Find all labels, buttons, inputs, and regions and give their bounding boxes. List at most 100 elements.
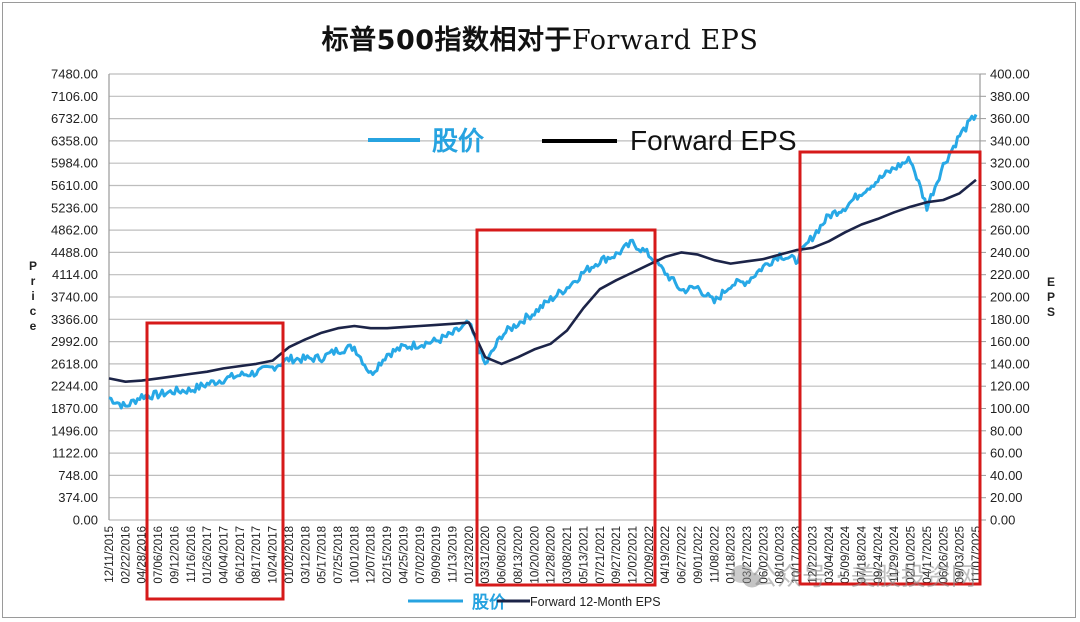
x-tick-label: 02/15/2019 [382,526,394,584]
y-tick-label-right: 300.00 [990,178,1030,193]
y-tick-label-right: 180.00 [990,312,1030,327]
x-tick-label: 04/25/2019 [398,526,410,584]
x-tick-label: 11/13/2019 [448,526,460,583]
y-tick-label-left: 2618.00 [51,356,98,371]
chart-title-en: Forward EPS [572,25,759,56]
x-tick-label: 12/22/2023 [807,526,819,584]
y-tick-label-left: 2992.00 [51,334,98,349]
price-series-line [108,113,978,410]
legend-label-price: 股价 [432,127,485,157]
y-tick-label-left: 1122.00 [52,446,98,461]
wechat-icon [731,565,761,588]
x-tick-label: 12/07/2018 [366,526,378,584]
y-tick-label-left: 1496.00 [51,423,98,438]
x-tick-label: 02/22/2016 [120,526,132,584]
y-tick-label-right: 80.00 [990,423,1023,438]
x-tick-label: 07/18/2024 [856,525,868,583]
x-tick-label: 05/09/2024 [840,525,852,583]
y-tick-label-left: 748.00 [58,468,98,483]
y-tick-label-right: 360.00 [990,111,1030,126]
y-tick-label-left: 1870.00 [51,401,98,416]
legend-bottom: 股价 Forward 12-Month EPS [408,593,661,613]
x-tick-label: 09/03/2025 [955,526,967,584]
x-tick-label: 09/12/2016 [169,526,181,584]
chart-title-cn: 标普500指数相对于 [321,25,573,56]
y-tick-label-left: 7106.00 [51,89,98,104]
x-tick-label: 06/08/2020 [497,526,509,584]
x-tick-label: 06/26/2025 [938,526,950,584]
y-tick-label-left: 3740.00 [51,290,98,305]
y-axis-left-ticks: 7480.00 7106.00 6732.00 6358.00 5984.00 5610.… [51,67,98,528]
x-tick-label: 12/28/2020 [546,526,558,584]
x-tick-label: 07/25/2018 [333,526,345,584]
x-tick-label: 07/06/2016 [153,526,165,584]
highlight-boxes [145,150,982,601]
y-tick-label-right: 340.00 [990,133,1030,148]
y-tick-label-right: 400.00 [990,67,1030,82]
x-tick-label: 08/17/2017 [251,526,263,584]
y-tick-label-right: 140.00 [990,356,1030,371]
y-tick-label-right: 160.00 [990,334,1030,349]
x-tick-label: 09/09/2019 [431,526,443,584]
x-tick-label: 01/23/2020 [464,526,476,584]
y-tick-label-left: 5610.00 [51,178,98,193]
highlight-box [145,321,285,601]
series-lines [108,113,978,410]
x-tick-label: 12/02/2021 [627,526,639,584]
y-tick-label-left: 0.00 [73,513,98,528]
x-tick-label: 02/09/2022 [644,526,656,584]
y-tick-label-left: 2244.00 [51,379,98,394]
x-tick-label: 01/02/2018 [284,526,296,584]
x-tick-label: 08/10/2023 [775,526,787,584]
y-tick-label-right: 240.00 [990,245,1030,260]
legend-bottom-label-price: 股价 [472,593,507,613]
legend-inside: 股价 Forward EPS [368,125,797,157]
x-tick-label: 10/01/2018 [349,526,361,584]
y-tick-label-left: 4488.00 [51,245,98,260]
x-tick-label: 10/20/2020 [529,526,541,584]
highlight-box [798,150,982,586]
x-tick-label: 03/04/2024 [824,525,836,583]
y-tick-label-right: 120.00 [990,379,1030,394]
x-tick-label: 12/11/2015 [104,526,116,583]
y-tick-label-right: 60.00 [990,446,1023,461]
x-tick-label: 04/17/2025 [922,526,934,584]
y-tick-label-right: 280.00 [990,200,1030,215]
x-tick-label: 03/31/2020 [480,526,492,584]
x-axis-ticks: 12/11/2015 02/22/2016 04/28/2016 07/06/2016… [104,525,983,583]
y-tick-label-left: 4114.00 [52,267,98,282]
x-tick-label: 11/08/2022 [709,526,721,583]
x-tick-label: 05/17/2018 [317,526,329,584]
x-tick-label: 07/02/2019 [415,526,427,584]
y-tick-label-right: 100.00 [990,401,1030,416]
x-tick-label: 05/13/2021 [578,526,590,584]
y-tick-label-left: 3366.00 [51,312,98,327]
y-tick-label-right: 220.00 [990,267,1030,282]
y-tick-label-left: 6358.00 [51,133,98,148]
x-tick-label: 09/27/2021 [611,526,623,584]
y-tick-label-left: 5984.00 [51,156,98,171]
x-tick-label: 06/12/2017 [235,526,247,584]
x-tick-label: 03/08/2021 [562,526,574,584]
y-tick-label-right: 260.00 [990,223,1030,238]
x-tick-label: 09/01/2022 [693,526,705,584]
y-tick-label-right: 320.00 [990,156,1030,171]
y-tick-label-left: 7480.00 [51,67,98,82]
x-tick-label: 04/19/2022 [660,526,672,584]
y-tick-label-right: 20.00 [990,490,1023,505]
y-tick-label-left: 6732.00 [51,111,98,126]
x-tick-label: 02/10/2025 [906,526,918,584]
y-axis-right-ticks: 400.00 380.00 360.00 340.00 320.00 300.00 280.… [990,67,1030,528]
y-tick-label-right: 40.00 [990,468,1023,483]
x-tick-label: 10/24/2017 [268,526,280,584]
watermark: 公众号 · 美股投资网 [752,562,976,591]
y-tick-label-right: 0.00 [990,513,1015,528]
x-tick-label: 06/27/2022 [677,526,689,584]
x-tick-label: 08/13/2020 [513,526,525,584]
eps-series-line [108,178,977,383]
legend-label-eps: Forward EPS [630,125,797,156]
y-tick-label-left: 4862.00 [51,223,98,238]
